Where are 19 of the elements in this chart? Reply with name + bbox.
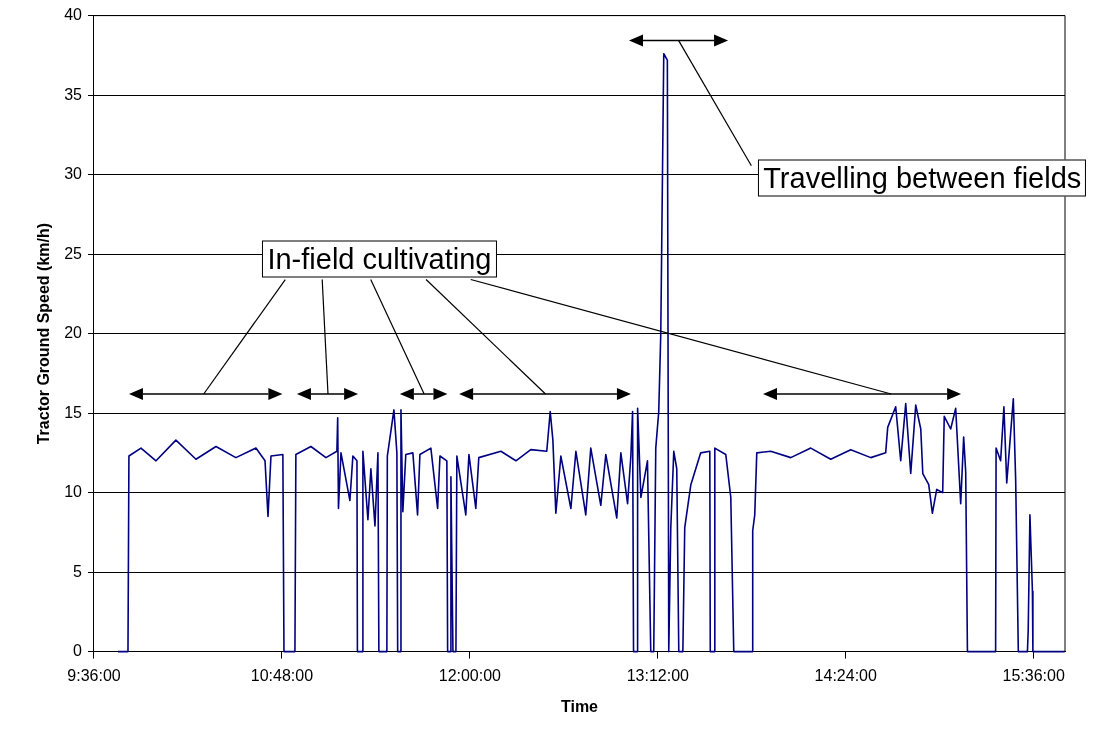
- y-tick-label: 30: [64, 165, 83, 183]
- y-tick-label: 15: [64, 403, 83, 421]
- annotation: In-field cultivating: [262, 240, 497, 278]
- x-axis-title: Time: [560, 697, 599, 715]
- annotation: Travelling between fields: [758, 159, 1087, 197]
- x-tick-label: 10:48:00: [250, 666, 314, 684]
- x-tick-label: 9:36:00: [67, 666, 121, 684]
- y-tick-label: 35: [64, 85, 83, 103]
- y-tick-label: 20: [64, 324, 83, 342]
- y-tick-label: 5: [73, 562, 83, 580]
- y-tick-label: 25: [64, 244, 83, 262]
- x-tick-label: 15:36:00: [1002, 666, 1065, 684]
- y-tick-label: 0: [73, 642, 83, 660]
- y-tick-label: 40: [64, 6, 83, 24]
- y-tick-label: 10: [64, 483, 83, 501]
- x-tick-label: 13:12:00: [626, 666, 690, 684]
- x-tick-label: 14:24:00: [814, 666, 877, 684]
- y-axis-title: Tractor Ground Speed (km/h): [35, 222, 53, 445]
- x-tick-label: 12:00:00: [438, 666, 502, 684]
